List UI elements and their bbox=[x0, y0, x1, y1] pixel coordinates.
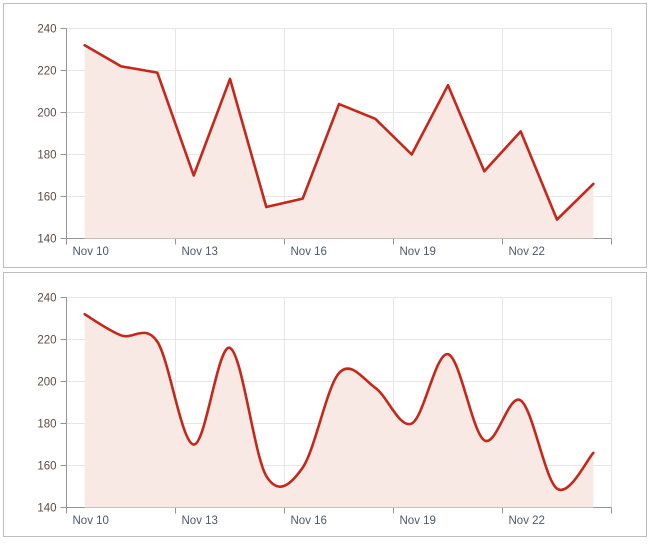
y-axis-label: 240 bbox=[37, 24, 56, 36]
y-axis-label: 200 bbox=[37, 377, 56, 389]
series-area-fill bbox=[84, 45, 594, 239]
x-axis-label: Nov 22 bbox=[509, 515, 545, 527]
y-axis-label: 160 bbox=[37, 192, 56, 204]
y-axis-label: 220 bbox=[37, 66, 56, 78]
x-axis-label: Nov 10 bbox=[73, 515, 109, 527]
chart-panel-smooth: 240 220 200 180 160 140 Nov 10 Nov 13 Nov 16 Nov … bbox=[3, 272, 647, 537]
x-axis-label: Nov 19 bbox=[400, 515, 436, 527]
x-axis-label: Nov 13 bbox=[182, 246, 218, 258]
y-axis-label: 220 bbox=[37, 335, 56, 347]
y-axis-label: 140 bbox=[37, 503, 56, 515]
x-axis-label: Nov 10 bbox=[73, 246, 109, 258]
y-axis-label: 140 bbox=[37, 234, 56, 246]
series-area-fill bbox=[84, 314, 594, 508]
series-line bbox=[83, 313, 595, 492]
y-axis-label: 200 bbox=[37, 108, 56, 120]
x-axis-label: Nov 13 bbox=[182, 515, 218, 527]
area-chart-linear: 240 220 200 180 160 140 Nov 10 Nov 13 Nov 16 Nov … bbox=[37, 24, 612, 258]
x-axis-label: Nov 16 bbox=[291, 515, 327, 527]
y-axis-label: 160 bbox=[37, 461, 56, 473]
x-axis-label: Nov 16 bbox=[291, 246, 327, 258]
y-axis-label: 180 bbox=[37, 150, 56, 162]
x-axis-label: Nov 22 bbox=[509, 246, 545, 258]
x-axis-label: Nov 19 bbox=[400, 246, 436, 258]
series-line bbox=[83, 44, 595, 221]
chart-panel-linear: 240 220 200 180 160 140 Nov 10 Nov 13 Nov 16 Nov … bbox=[3, 3, 647, 268]
y-axis-label: 180 bbox=[37, 419, 56, 431]
y-axis-label: 240 bbox=[37, 293, 56, 305]
area-chart-smooth: 240 220 200 180 160 140 Nov 10 Nov 13 Nov 16 Nov … bbox=[37, 293, 612, 527]
